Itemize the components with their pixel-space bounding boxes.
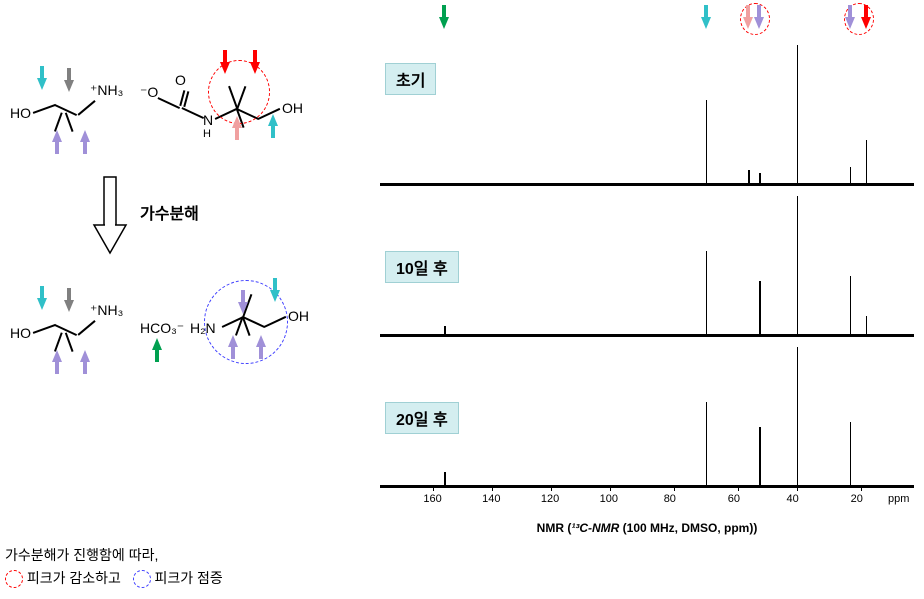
lavender-arrow <box>226 335 240 364</box>
legend: 가수분해가 진행함에 따라, 피크가 감소하고 피크가 점증 <box>5 544 223 589</box>
lavender-arrow <box>50 130 64 159</box>
nmr-peak <box>850 276 852 336</box>
teal-arrow <box>35 286 49 315</box>
axis-tick: 20 <box>851 493 863 505</box>
spectrum-label: 10일 후 <box>385 251 459 283</box>
nmr-peak <box>866 140 868 185</box>
lavender-arrow <box>254 335 268 364</box>
nmr-peak <box>797 45 799 185</box>
red-circle-icon <box>5 570 23 588</box>
nmr-peak <box>759 427 761 487</box>
lavender-arrow <box>236 290 250 319</box>
nmr-spectrum: 20일 후 <box>380 337 914 488</box>
axis-tick: 160 <box>423 493 441 505</box>
label-HO: HO <box>10 105 31 121</box>
label-OH: OH <box>288 308 309 324</box>
legend-line1: 가수분해가 진행함에 따라, <box>5 544 223 566</box>
axis-tick: 80 <box>664 493 676 505</box>
nmr-peak <box>759 173 761 185</box>
nmr-panel: 초기 10일 후 20일 후 160 140 120 100 80 60 40 20 ppm NMR… <box>370 0 924 599</box>
green-arrow-up <box>150 338 164 367</box>
axis-tick: 40 <box>787 493 799 505</box>
legend-blue-text: 피크가 점증 <box>155 570 223 586</box>
red-arrow <box>218 50 232 79</box>
axis-tick: 140 <box>482 493 500 505</box>
nmr-peak <box>706 402 708 487</box>
nmr-spectra-stack: 초기 10일 후 20일 후 <box>380 35 914 488</box>
blue-circle-icon <box>133 570 151 588</box>
teal-arrow <box>266 114 280 143</box>
spectrum-label: 초기 <box>385 63 436 95</box>
nmr-peak <box>797 196 799 336</box>
teal-arrow <box>35 66 49 95</box>
gray-arrow <box>62 288 76 317</box>
lavender-arrow <box>78 350 92 379</box>
nmr-peak <box>706 251 708 336</box>
nmr-spectrum: 초기 <box>380 35 914 186</box>
nmr-peak <box>797 347 799 487</box>
peak-indicator-arrow <box>437 5 451 34</box>
nmr-caption: NMR (¹³C-NMR (100 MHz, DMSO, ppm)) <box>380 521 914 535</box>
peak-indicator-arrow <box>752 5 766 34</box>
hydrolysis-products: HO ⁺NH₃ HCO₃⁻ H₂N OH <box>10 270 360 390</box>
lavender-arrow <box>78 130 92 159</box>
nmr-arrow-row <box>380 5 914 35</box>
label-NH3: ⁺NH₃ <box>90 302 123 319</box>
axis-tick: 100 <box>600 493 618 505</box>
axis-tick: 60 <box>728 493 740 505</box>
nmr-peak <box>850 167 852 185</box>
nmr-peak <box>706 100 708 185</box>
nmr-peak <box>444 472 446 487</box>
label-HCO3: HCO₃⁻ <box>140 320 184 337</box>
axis-tick: ppm <box>888 493 909 505</box>
pink-arrow <box>230 116 244 145</box>
nmr-peak <box>444 326 446 336</box>
label-NH3: ⁺NH₃ <box>90 82 123 99</box>
chemistry-scheme-panel: HO ⁺NH₃ ⁻O O N H OH <box>0 0 370 599</box>
nmr-axis: 160 140 120 100 80 60 40 20 ppm <box>380 488 914 513</box>
label-HO: HO <box>10 325 31 341</box>
red-arrow <box>248 50 262 79</box>
peak-indicator-arrow <box>699 5 713 34</box>
nmr-peak <box>759 281 761 336</box>
nmr-peak <box>850 422 852 487</box>
spectrum-label: 20일 후 <box>385 402 459 434</box>
hydrolysis-label: 가수분해 <box>140 200 199 224</box>
nmr-peak <box>748 170 750 185</box>
carbamate-structure: HO ⁺NH₃ ⁻O O N H OH <box>10 40 360 160</box>
gray-arrow <box>62 68 76 97</box>
legend-red-text: 피크가 감소하고 <box>27 570 121 586</box>
axis-tick: 120 <box>541 493 559 505</box>
nmr-peak <box>866 316 868 336</box>
label-OH: OH <box>282 100 303 116</box>
reaction-arrow: 가수분해 <box>10 170 360 260</box>
teal-arrow <box>268 278 282 307</box>
lavender-arrow <box>50 350 64 379</box>
nmr-spectrum: 10일 후 <box>380 186 914 337</box>
peak-indicator-arrow <box>843 5 857 34</box>
peak-indicator-arrow <box>859 5 873 34</box>
